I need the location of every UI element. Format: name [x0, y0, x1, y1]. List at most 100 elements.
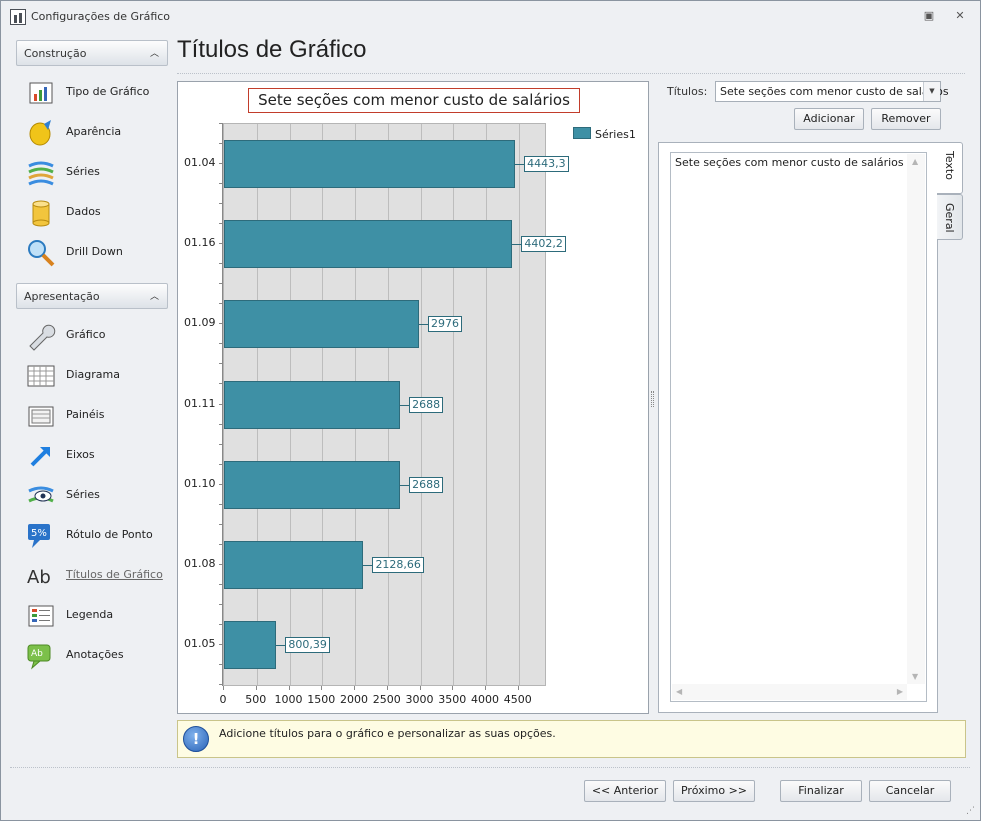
wrench-icon — [29, 324, 56, 351]
divider — [177, 73, 965, 74]
sidebar-item-tipo-de-grafico[interactable]: Tipo de Gráfico — [26, 74, 174, 108]
bar-01.04[interactable] — [224, 140, 516, 189]
y-axis-tick — [219, 183, 222, 185]
sidebar-item-titulos-de-grafico[interactable]: Ab Títulos de Gráfico — [26, 557, 174, 591]
chart-preview: Sete seções com menor custo de salários … — [177, 81, 649, 714]
horizontal-scrollbar[interactable]: ◀ ▶ — [672, 684, 907, 700]
sidebar-item-series-apresentacao[interactable]: Séries — [26, 477, 174, 511]
y-axis-tick — [219, 643, 222, 645]
restore-icon[interactable]: ▣ — [923, 9, 935, 22]
previous-button[interactable]: << Anterior — [584, 780, 666, 802]
add-title-button[interactable]: Adicionar — [794, 108, 864, 130]
y-axis-tick — [219, 543, 222, 545]
bar-value-label: 2688 — [409, 396, 444, 413]
x-axis-tick — [452, 686, 454, 690]
y-axis — [222, 123, 223, 686]
title-bar: Configurações de Gráfico ▣ ✕ — [1, 1, 980, 32]
info-text: Adicione títulos para o gráfico e person… — [219, 727, 556, 740]
y-axis-tick — [219, 263, 222, 265]
bar-01.11[interactable] — [224, 380, 401, 429]
sidebar-item-drill-down[interactable]: Drill Down — [26, 234, 174, 268]
x-tick-label: 2000 — [340, 693, 369, 706]
x-axis-tick — [386, 686, 388, 690]
sidebar-item-label: Títulos de Gráfico — [66, 568, 163, 581]
scroll-up-icon[interactable]: ▲ — [912, 157, 919, 166]
vertical-scrollbar[interactable]: ▲ ▼ — [907, 154, 925, 684]
y-axis-tick — [219, 503, 222, 505]
group-label: Construção — [24, 47, 87, 60]
sidebar-item-aparencia[interactable]: Aparência — [26, 114, 174, 148]
bar-01.09[interactable] — [224, 300, 419, 349]
sidebar-item-grafico[interactable]: Gráfico — [26, 317, 174, 351]
y-tick-label: 01.04 — [184, 156, 216, 170]
sidebar: Construção ︿ Tipo de Gráfico Aparência S… — [10, 34, 173, 749]
title-text-input[interactable]: Sete seções com menor custo de salários — [670, 152, 927, 702]
splitter-handle[interactable] — [651, 391, 654, 407]
svg-text:Ab: Ab — [31, 649, 43, 659]
sidebar-item-rotulo-de-ponto[interactable]: 5% Rótulo de Ponto — [26, 517, 174, 551]
footer-divider — [10, 767, 970, 768]
resize-grip-icon[interactable]: ⋰ — [966, 806, 975, 816]
y-tick-label: 01.05 — [184, 636, 216, 650]
bar-value-label: 2128,66 — [372, 556, 424, 573]
bar-value-label: 800,39 — [285, 636, 330, 653]
y-axis-tick — [219, 203, 222, 205]
scroll-left-icon[interactable]: ◀ — [676, 687, 683, 696]
x-axis-tick — [255, 686, 257, 690]
remove-title-button[interactable]: Remover — [871, 108, 941, 130]
point-label-icon: 5% — [28, 524, 50, 548]
svg-text:5%: 5% — [31, 528, 47, 539]
titles-select[interactable]: Sete seções com menor custo de salários … — [715, 81, 949, 102]
sidebar-item-label: Séries — [66, 488, 100, 501]
scroll-down-icon[interactable]: ▼ — [912, 672, 919, 681]
data-cylinder-icon — [32, 200, 50, 227]
legend-icon — [28, 605, 54, 627]
y-axis-tick — [219, 363, 222, 365]
x-axis-tick — [223, 686, 224, 690]
sidebar-item-dados[interactable]: Dados — [26, 194, 174, 228]
sidebar-item-label: Eixos — [66, 448, 95, 461]
chart-type-icon — [29, 82, 53, 104]
group-construcao-header[interactable]: Construção ︿ — [16, 40, 168, 66]
sidebar-item-anotacoes[interactable]: Ab Anotações — [26, 637, 174, 671]
x-tick-label: 1000 — [274, 693, 303, 706]
cancel-button[interactable]: Cancelar — [869, 780, 951, 802]
y-axis-tick — [219, 143, 222, 145]
chevron-down-icon[interactable]: ▼ — [923, 82, 940, 101]
x-tick-label: 1500 — [307, 693, 336, 706]
sidebar-item-label: Gráfico — [66, 328, 106, 341]
tab-texto[interactable]: Texto — [937, 142, 963, 194]
y-axis-tick — [219, 303, 222, 305]
sidebar-item-paineis[interactable]: Painéis — [26, 397, 174, 431]
title-text-value: Sete seções com menor custo de salários — [675, 156, 904, 169]
sidebar-item-eixos[interactable]: Eixos — [26, 437, 174, 471]
y-axis-tick — [219, 523, 222, 525]
sidebar-item-legenda[interactable]: Legenda — [26, 597, 174, 631]
bar-01.10[interactable] — [224, 460, 401, 509]
sidebar-item-diagrama[interactable]: Diagrama — [26, 357, 174, 391]
scroll-right-icon[interactable]: ▶ — [896, 687, 903, 696]
finish-button[interactable]: Finalizar — [780, 780, 862, 802]
tab-geral[interactable]: Geral — [937, 194, 963, 240]
y-axis-tick — [219, 463, 222, 465]
titulos-label: Títulos: — [667, 85, 708, 98]
series-eye-icon — [28, 486, 54, 503]
y-axis-tick — [219, 123, 222, 124]
group-apresentacao-header[interactable]: Apresentação ︿ — [16, 283, 168, 309]
legend-swatch — [573, 127, 591, 139]
chart-title[interactable]: Sete seções com menor custo de salários — [248, 88, 580, 113]
close-icon[interactable]: ✕ — [955, 9, 965, 22]
next-button[interactable]: Próximo >> — [673, 780, 755, 802]
titles-select-value: Sete seções com menor custo de salários — [720, 85, 949, 98]
bar-01.16[interactable] — [224, 220, 513, 269]
chevron-up-icon: ︿ — [149, 49, 159, 59]
x-axis-tick — [517, 686, 519, 690]
sidebar-item-label: Dados — [66, 205, 101, 218]
bar-01.05[interactable] — [224, 620, 277, 669]
y-axis-tick — [219, 383, 222, 385]
sidebar-item-series[interactable]: Séries — [26, 154, 174, 188]
sidebar-item-label: Aparência — [66, 125, 122, 138]
bar-01.08[interactable] — [224, 540, 364, 589]
group-label: Apresentação — [24, 290, 100, 303]
bar-value-label: 4402,2 — [521, 236, 566, 253]
